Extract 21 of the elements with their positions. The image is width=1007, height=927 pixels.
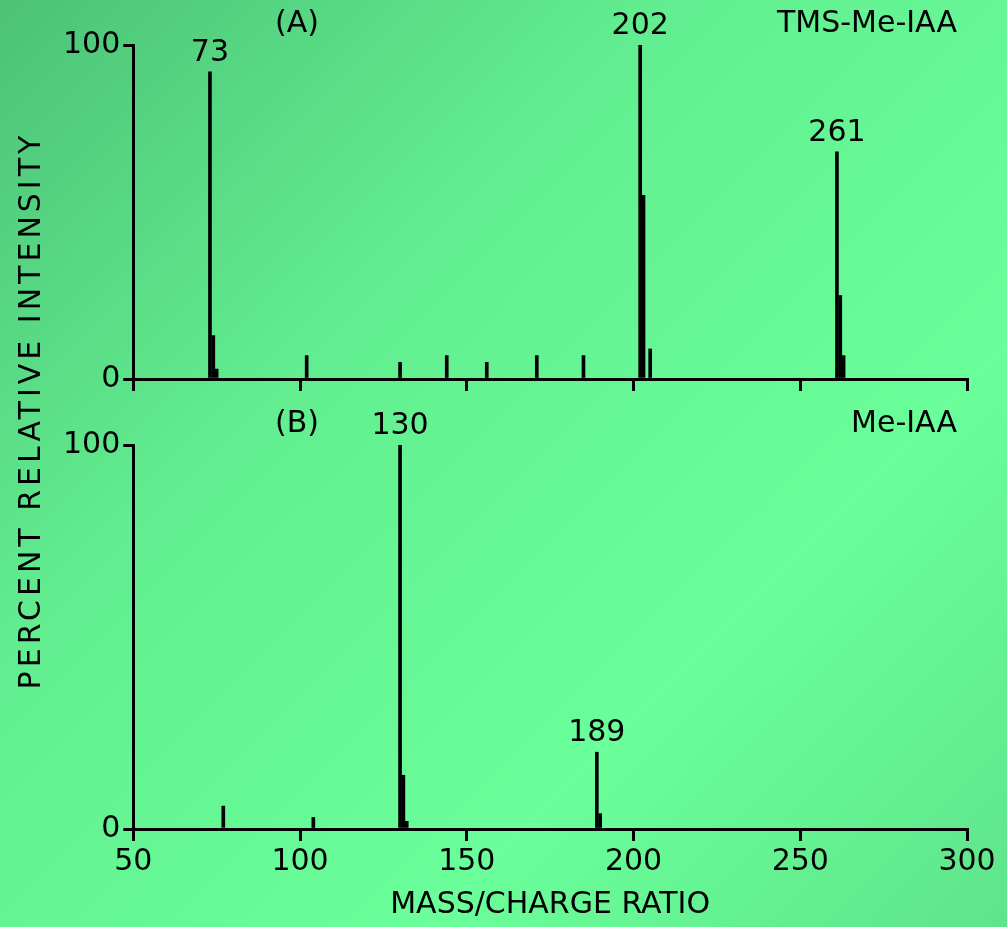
x-tick-label: 100	[271, 841, 329, 877]
annotation: 130	[371, 405, 429, 441]
y-tick-label: 0	[101, 808, 121, 844]
text: Me-IAA	[851, 403, 958, 439]
text: TMS-Me-IAA	[776, 3, 958, 39]
text: (A)	[275, 3, 319, 39]
y-axis-title: PERCENT RELATIVE INTENSITY	[12, 131, 48, 689]
x-tick-label: 250	[771, 841, 829, 877]
x-tick-label: 150	[438, 841, 496, 877]
x-axis-title: MASS/CHARGE RATIO	[390, 884, 711, 920]
x-tick-label: 200	[604, 841, 663, 877]
annotation: 202	[611, 5, 669, 41]
y-tick-label: 100	[63, 24, 121, 60]
annotation: 189	[568, 713, 626, 748]
x-tick-label: 300	[938, 841, 996, 877]
text: (B)	[275, 403, 319, 439]
y-tick-label: 100	[63, 424, 121, 460]
x-tick-label: 50	[114, 841, 153, 877]
annotation: 261	[808, 112, 866, 148]
annotation: 73	[190, 32, 230, 68]
y-tick-label: 0	[101, 358, 121, 394]
